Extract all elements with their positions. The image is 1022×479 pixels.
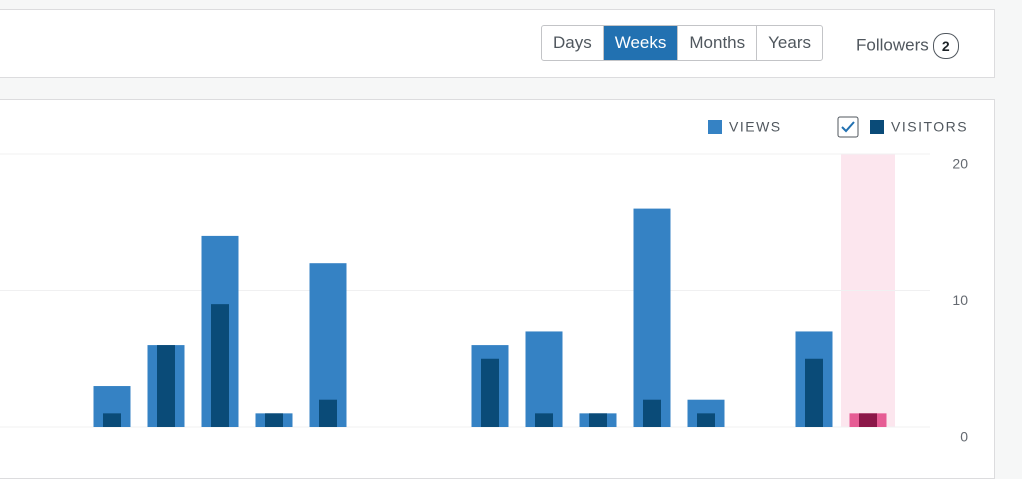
followers-label: Followers [856, 35, 929, 55]
followers[interactable]: Followers 2 [856, 33, 959, 59]
followers-count: 2 [932, 33, 959, 59]
bar [481, 358, 499, 427]
bar [805, 358, 823, 427]
bar [859, 413, 877, 427]
legend-label: VIEWS [729, 119, 782, 135]
bar [643, 399, 661, 427]
period-tab[interactable]: Months [677, 26, 756, 60]
period-tab[interactable]: Years [756, 26, 822, 60]
bar [697, 413, 715, 427]
legend-swatch [708, 120, 722, 134]
bar [589, 413, 607, 427]
legend-swatch [870, 120, 884, 134]
bar [535, 413, 553, 427]
legend-label: VISITORS [891, 119, 968, 135]
bar [525, 331, 563, 427]
y-tick-label: 10 [952, 292, 968, 308]
visitors-checkbox[interactable] [837, 116, 859, 138]
bar [633, 208, 671, 427]
period-tab[interactable]: Weeks [602, 26, 678, 60]
bar [157, 345, 175, 427]
top-panel [0, 9, 995, 78]
period-tab[interactable]: Days [553, 33, 592, 52]
bar [319, 399, 337, 427]
y-tick-label: 0 [960, 429, 968, 445]
bar [265, 413, 283, 427]
bar [103, 413, 121, 427]
checkmark [841, 121, 855, 133]
bar [211, 304, 229, 427]
y-tick-label: 20 [952, 156, 968, 172]
period-tabs: Days Weeks Months Years [541, 25, 823, 61]
